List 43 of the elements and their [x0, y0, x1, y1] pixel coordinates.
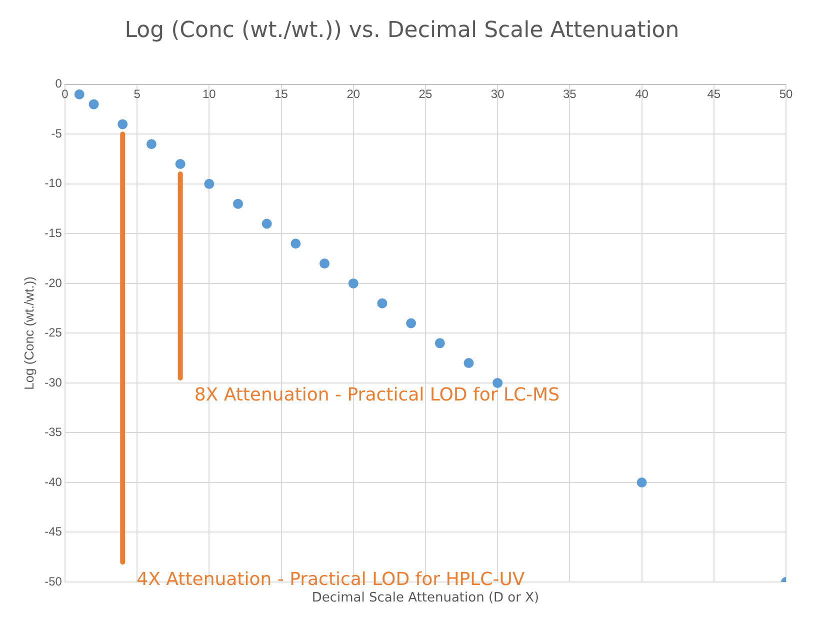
point	[204, 178, 214, 189]
point	[464, 358, 474, 368]
point	[74, 89, 84, 100]
x-tick-label: 20	[346, 86, 360, 101]
x-tick-label: 5	[134, 86, 141, 101]
x-tick-label: 50	[779, 86, 793, 101]
y-tick-label: -15	[44, 226, 62, 240]
x-tick-label: 10	[202, 86, 216, 101]
point	[290, 238, 301, 249]
point	[146, 139, 156, 150]
point	[175, 159, 186, 170]
point	[232, 198, 243, 209]
point	[636, 477, 647, 488]
y-tick-label: -35	[44, 425, 62, 440]
point	[492, 378, 503, 388]
x-tick-label: 45	[707, 86, 721, 101]
y-tick-label: -5	[51, 126, 62, 140]
y-tick-label: -20	[44, 276, 62, 290]
point	[434, 338, 445, 348]
x-tick-label: 25	[418, 86, 432, 101]
x-tick-label: 40	[635, 86, 649, 101]
y-tick-label: -25	[44, 326, 62, 340]
point	[320, 258, 330, 269]
x-tick-label: 15	[274, 86, 288, 101]
y-tick-label: -45	[44, 524, 62, 539]
y-tick-label: -40	[44, 474, 62, 489]
y-tick-label: -10	[44, 176, 62, 190]
y-axis-title: Log (Conc (wt./wt.))	[21, 276, 36, 390]
point	[118, 119, 128, 130]
point	[88, 99, 99, 110]
x-axis-title: Decimal Scale Attenuation (D or X)	[312, 590, 540, 606]
point	[262, 218, 272, 229]
annotation: 8X Attenuation - Practical LOD for LC-MS	[194, 384, 560, 406]
point	[406, 318, 416, 328]
x-tick-label: 30	[490, 86, 505, 101]
y-tick-label: 0	[55, 76, 62, 91]
chart-title: Log (Conc (wt./wt.)) vs. Decimal Scale Attenuation	[124, 18, 680, 43]
point	[348, 278, 358, 288]
y-tick-label: -50	[44, 574, 62, 588]
x-tick-label: 35	[563, 86, 577, 101]
y-tick-label: -30	[44, 375, 62, 390]
point	[377, 298, 388, 308]
annotation: 4X Attenuation - Practical LOD for HPLC-UV	[136, 568, 526, 590]
